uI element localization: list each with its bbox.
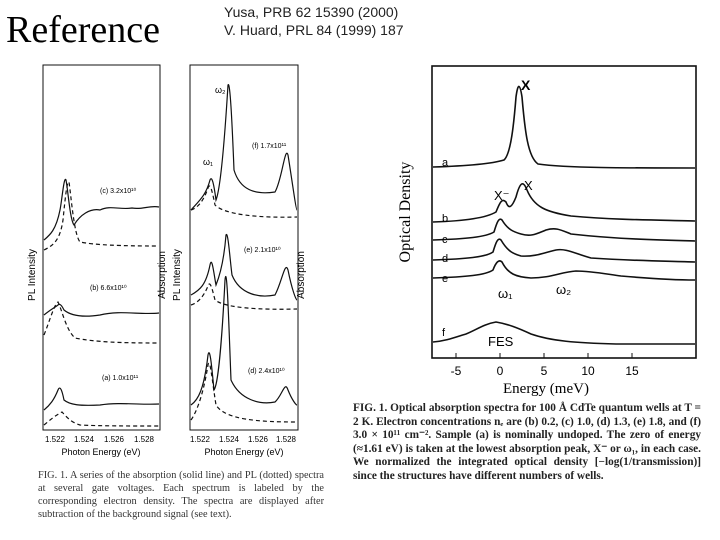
references: Yusa, PRB 62 15390 (2000) V. Huard, PRL … xyxy=(224,3,404,39)
label-trace-e: (e) 2.1x10¹⁰ xyxy=(244,246,281,254)
peak-label-x: X xyxy=(521,77,531,93)
trace-c-pl xyxy=(43,181,160,251)
label-trace-b: (b) 6.6x10¹⁰ xyxy=(90,284,127,292)
right-xtick-1: -5 xyxy=(451,364,462,378)
right-xtick-5: 15 xyxy=(625,364,639,378)
peak-label-x-minus: X⁻ xyxy=(494,188,510,203)
panel1-frame xyxy=(42,64,161,431)
trace-d-absorption xyxy=(190,276,298,406)
p1-xtick-3: 1.526 xyxy=(104,435,125,444)
trace-b xyxy=(432,183,696,223)
label-trace-a: (a) 1.0x10¹¹ xyxy=(102,375,139,382)
p2-xtick-4: 1.528 xyxy=(276,435,297,444)
left-caption: FIG. 1. A series of the absorption (soli… xyxy=(38,470,324,520)
p2-xtick-2: 1.524 xyxy=(219,435,240,444)
trace-e xyxy=(432,260,696,281)
trace-label-b: b xyxy=(442,213,448,225)
right-figure: Optical Density a b c d e f X X⁻ X ω₁ ω₂… xyxy=(396,62,706,397)
p2-xlabel: Photon Energy (eV) xyxy=(204,447,283,457)
ylabel-pl-mid2: PL Intensity xyxy=(172,249,183,301)
peak-label-w1: ω₁ xyxy=(498,286,513,301)
slide-title: Reference xyxy=(6,9,160,51)
trace-b-pl xyxy=(43,301,160,344)
label-trace-c: (c) 3.2x10¹⁰ xyxy=(100,187,136,195)
right-figure-svg: Optical Density a b c d e f X X⁻ X ω₁ ω₂… xyxy=(397,65,697,397)
peak-label-x2: X xyxy=(524,178,533,193)
right-xtick-2: 0 xyxy=(497,364,504,378)
trace-a-pl xyxy=(43,411,160,427)
peak-label-fes: FES xyxy=(488,334,514,349)
label-trace-d: (d) 2.4x10¹⁰ xyxy=(248,367,285,375)
peak-omega2-left: ω₂ xyxy=(215,85,226,95)
trace-label-a: a xyxy=(442,157,449,169)
trace-d xyxy=(432,238,696,263)
left-figure: PL Intensity Absorption PL Intensity Abs… xyxy=(20,60,310,460)
right-xtick-3: 5 xyxy=(541,364,548,378)
p2-xtick-3: 1.526 xyxy=(248,435,269,444)
ylabel-absorption-right: Absorption xyxy=(296,251,307,299)
trace-f-pl xyxy=(190,185,298,218)
left-figure-svg: PL Intensity Absorption PL Intensity Abs… xyxy=(27,64,307,457)
peak-label-w2: ω₂ xyxy=(556,282,571,297)
reference-1: Yusa, PRB 62 15390 (2000) xyxy=(224,4,399,20)
trace-a xyxy=(432,85,696,169)
trace-label-f: f xyxy=(442,327,446,339)
p1-xtick-1: 1.522 xyxy=(45,435,66,444)
trace-label-c: c xyxy=(442,234,448,246)
trace-e-absorption xyxy=(190,234,298,301)
ylabel-pl-left: PL Intensity xyxy=(27,249,38,301)
trace-f xyxy=(432,321,695,345)
panel2-frame xyxy=(189,64,299,431)
right-xtick-4: 10 xyxy=(581,364,595,378)
trace-e-pl xyxy=(190,283,298,310)
right-frame xyxy=(431,65,697,359)
trace-c-absorption xyxy=(43,178,160,241)
right-ylabel: Optical Density xyxy=(397,162,414,263)
trace-a-absorption xyxy=(43,387,160,411)
p1-xtick-2: 1.524 xyxy=(74,435,95,444)
right-xlabel: Energy (meV) xyxy=(503,381,589,397)
trace-f-absorption xyxy=(190,84,298,211)
label-trace-f: (f) 1.7x10¹¹ xyxy=(252,143,287,150)
trace-c xyxy=(432,218,696,242)
trace-label-d: d xyxy=(442,253,448,265)
p1-xtick-4: 1.528 xyxy=(134,435,155,444)
p1-xlabel: Photon Energy (eV) xyxy=(61,447,140,457)
peak-omega1-left: ω₁ xyxy=(203,157,213,167)
trace-label-e: e xyxy=(442,273,448,285)
ylabel-absorption-mid1: Absorption xyxy=(157,251,168,299)
right-caption: FIG. 1. Optical absorption spectra for 1… xyxy=(353,402,701,482)
trace-d-pl xyxy=(190,362,298,423)
p2-xtick-1: 1.522 xyxy=(190,435,211,444)
reference-2: V. Huard, PRL 84 (1999) 187 xyxy=(224,22,404,38)
